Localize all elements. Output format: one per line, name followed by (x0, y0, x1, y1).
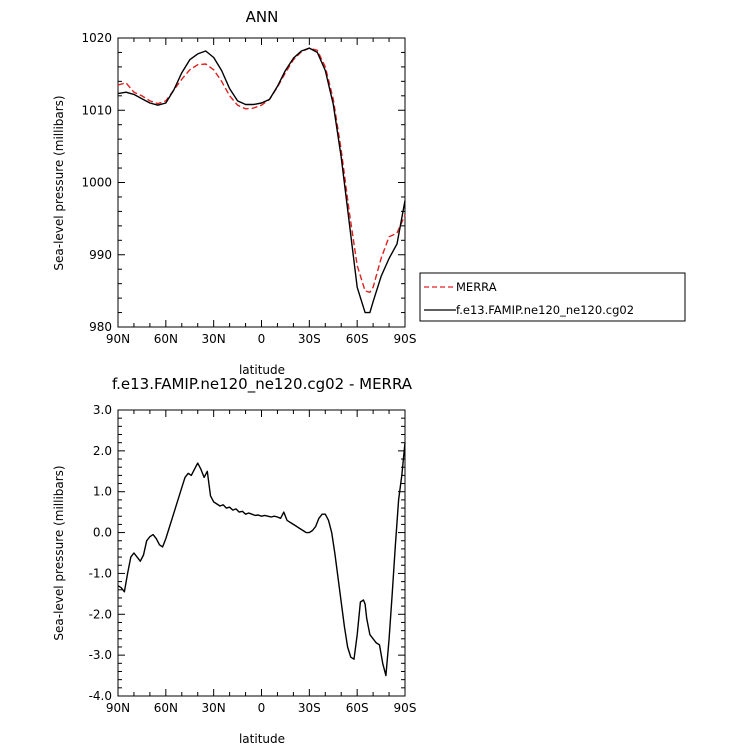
bottom-x-axis-label: latitude (239, 732, 285, 746)
top-x-tick-label: 60S (346, 332, 369, 346)
top-y-tick-label: 1000 (81, 176, 112, 190)
bottom-x-tick-label: 60S (346, 701, 369, 715)
top-series-lines (117, 47, 406, 314)
bottom-y-tick-label: -3.0 (89, 648, 112, 662)
top-y-ticks: 980 990 1000 1010 1020 (81, 31, 405, 334)
top-x-tick-label: 30S (298, 332, 321, 346)
bottom-chart: f.e13.FAMIP.ne120_ne120.cg02 - MERRA 90N… (52, 375, 416, 746)
top-chart-title: ANN (246, 8, 279, 26)
bottom-x-tick-label: 30N (202, 701, 226, 715)
bottom-y-tick-label: 0.0 (93, 526, 112, 540)
top-chart: ANN 90N 60N 30N 0 30S 60S 90S 980 990 1000 1010 10… (52, 8, 686, 377)
top-plot-frame (117, 37, 406, 328)
top-x-ticks: 90N 60N 30N 0 30S 60S 90S (106, 38, 417, 346)
bottom-x-tick-label: 60N (154, 701, 178, 715)
bottom-series-lines (117, 442, 406, 677)
top-y-tick-label: 990 (89, 248, 112, 262)
top-y-tick-label: 1020 (81, 31, 112, 45)
bottom-y-axis-label: Sea-level pressure (millibars) (52, 465, 66, 640)
top-y-tick-label: 980 (89, 320, 112, 334)
top-series-line-1 (117, 47, 406, 314)
bottom-plot-frame (117, 409, 406, 697)
bottom-x-ticks: 90N 60N 30N 0 30S 60S 90S (106, 410, 417, 715)
bottom-y-tick-label: 1.0 (93, 485, 112, 499)
bottom-x-tick-label: 90S (394, 701, 417, 715)
bottom-chart-title: f.e13.FAMIP.ne120_ne120.cg02 - MERRA (112, 375, 413, 394)
top-y-tick-label: 1010 (81, 103, 112, 117)
bottom-y-tick-label: 2.0 (93, 444, 112, 458)
legend-label-model: f.e13.FAMIP.ne120_ne120.cg02 (456, 303, 634, 317)
top-x-tick-label: 0 (258, 332, 266, 346)
bottom-x-tick-label: 90N (106, 701, 130, 715)
top-x-tick-label: 60N (154, 332, 178, 346)
bottom-y-ticks: -4.0 -3.0 -2.0 -1.0 0.0 1.0 2.0 3.0 (89, 403, 405, 703)
legend-box (419, 272, 686, 322)
top-y-axis-label: Sea-level pressure (millibars) (52, 95, 66, 270)
bottom-series-line-0 (117, 442, 406, 677)
top-x-tick-label: 90N (106, 332, 130, 346)
top-x-tick-label: 90S (394, 332, 417, 346)
top-series-line-0 (117, 47, 406, 293)
bottom-y-tick-label: 3.0 (93, 403, 112, 417)
bottom-y-tick-label: -1.0 (89, 566, 112, 580)
top-x-axis-label: latitude (239, 363, 285, 377)
top-x-tick-label: 30N (202, 332, 226, 346)
bottom-x-tick-label: 0 (258, 701, 266, 715)
bottom-y-tick-label: -2.0 (89, 607, 112, 621)
bottom-y-tick-label: -4.0 (89, 689, 112, 703)
top-legend: MERRA f.e13.FAMIP.ne120_ne120.cg02 (419, 272, 686, 322)
bottom-x-tick-label: 30S (298, 701, 321, 715)
legend-label-merra: MERRA (456, 280, 497, 294)
